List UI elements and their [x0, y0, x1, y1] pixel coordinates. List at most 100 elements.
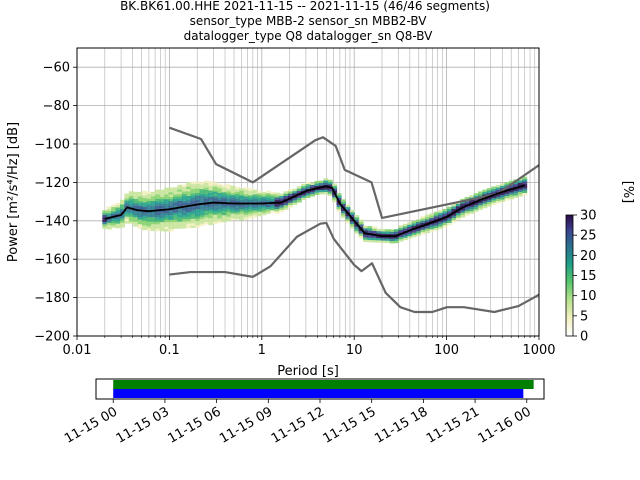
heatmap-cell	[177, 200, 183, 204]
heatmap-cell	[371, 235, 377, 238]
heatmap-cell	[230, 188, 236, 191]
heatmap-cell	[208, 199, 214, 203]
heatmap-cell	[287, 193, 293, 196]
heatmap-cell	[270, 210, 276, 213]
heatmap-cell	[234, 196, 240, 199]
heatmap-cell	[491, 200, 497, 203]
y-tick-label: −140	[34, 214, 70, 229]
heatmap-cell	[155, 203, 161, 206]
heatmap-cell	[486, 190, 492, 193]
heatmap-cell	[522, 186, 528, 189]
heatmap-cell	[146, 207, 152, 211]
heatmap-cell	[261, 194, 267, 197]
heatmap-cell	[376, 237, 382, 241]
heatmap-cell	[429, 227, 435, 230]
heatmap-cell	[473, 193, 479, 196]
heatmap-cell	[270, 194, 276, 197]
heatmap-cell	[301, 197, 307, 200]
heatmap-cell	[318, 180, 324, 184]
heatmap-cell	[504, 198, 510, 201]
heatmap-cell	[477, 207, 483, 210]
heatmap-cell	[345, 216, 351, 219]
heatmap-cell	[199, 207, 205, 210]
heatmap-cell	[349, 214, 355, 218]
heatmap-cell	[460, 208, 466, 211]
heatmap-cell	[513, 181, 519, 185]
heatmap-cell	[177, 207, 183, 211]
colorbar-tick-label: 30	[580, 209, 597, 224]
heatmap-cell	[363, 225, 369, 229]
y-axis-ticks: −200 −180 −160 −140 −120 −100 −80 −60	[34, 61, 77, 345]
heatmap-cell	[217, 183, 223, 187]
y-tick-label: −160	[34, 253, 70, 268]
heatmap-cell	[212, 221, 218, 224]
heatmap-cell	[513, 184, 519, 187]
heatmap-cell	[168, 212, 174, 216]
heatmap-cell	[323, 182, 329, 186]
heatmap-cell	[124, 198, 130, 201]
heatmap-cell	[243, 196, 249, 199]
heatmap-cell	[345, 207, 351, 210]
heatmap-cell	[398, 239, 404, 242]
heatmap-cell	[124, 209, 130, 213]
heatmap-cell	[455, 217, 461, 221]
heatmap-cell	[142, 225, 148, 228]
heatmap-cell	[438, 219, 444, 222]
heatmap-cell	[451, 217, 457, 221]
heatmap-cell	[186, 211, 192, 215]
heatmap-cell	[221, 210, 227, 213]
heatmap-cell	[318, 187, 324, 190]
heatmap-cell	[429, 222, 435, 225]
x-axis-label: Period [s]	[277, 364, 339, 379]
x-tick-label: 100	[434, 343, 459, 358]
x-tick-label: 0.1	[159, 343, 180, 358]
heatmap-cell	[195, 202, 201, 205]
heatmap-cell	[389, 240, 395, 244]
heatmap-cell	[217, 188, 223, 191]
heatmap-cell	[340, 208, 346, 211]
heatmap-cell	[221, 215, 227, 218]
heatmap-cell	[491, 198, 497, 201]
heatmap-cell	[164, 212, 170, 216]
heatmap-cell	[508, 192, 514, 195]
heatmap-cell	[248, 213, 254, 217]
heatmap-cell	[345, 213, 351, 217]
heatmap-cell	[221, 212, 227, 216]
heatmap-cell	[221, 203, 227, 207]
heatmap-cell	[292, 188, 298, 192]
heatmap-cell	[173, 205, 179, 209]
heatmap-cell	[349, 226, 355, 229]
heatmap-cell	[111, 206, 117, 210]
heatmap-cell	[124, 193, 130, 196]
heatmap-cell	[142, 195, 148, 198]
heatmap-cell	[371, 240, 377, 243]
heatmap-cell	[354, 231, 360, 234]
heatmap-cell	[226, 198, 232, 201]
heatmap-cell	[177, 212, 183, 215]
heatmap-cell	[234, 193, 240, 197]
heatmap-cell	[168, 194, 174, 197]
heatmap-cell	[433, 214, 439, 217]
heatmap-cell	[279, 198, 285, 201]
heatmap-cell	[500, 197, 506, 200]
heatmap-cell	[177, 210, 183, 213]
y-tick-label: −180	[34, 291, 70, 306]
heatmap-cell	[376, 228, 382, 232]
heatmap-cell	[257, 211, 263, 215]
heatmap-cell	[173, 208, 179, 211]
heatmap-cell	[394, 236, 400, 239]
heatmap-cell	[296, 190, 302, 194]
heatmap-cell	[177, 226, 183, 229]
heatmap-cell	[137, 196, 143, 199]
heatmap-cell	[451, 206, 457, 209]
heatmap-cell	[504, 191, 510, 194]
heatmap-cell	[190, 191, 196, 194]
heatmap-cell	[164, 210, 170, 213]
heatmap-cell	[177, 219, 183, 222]
heatmap-cell	[482, 189, 488, 193]
heatmap-cell	[106, 220, 112, 223]
heatmap-cell	[257, 197, 263, 201]
heatmap-cell	[500, 192, 506, 196]
heatmap-cell	[398, 225, 404, 228]
heatmap-cell	[133, 224, 139, 227]
